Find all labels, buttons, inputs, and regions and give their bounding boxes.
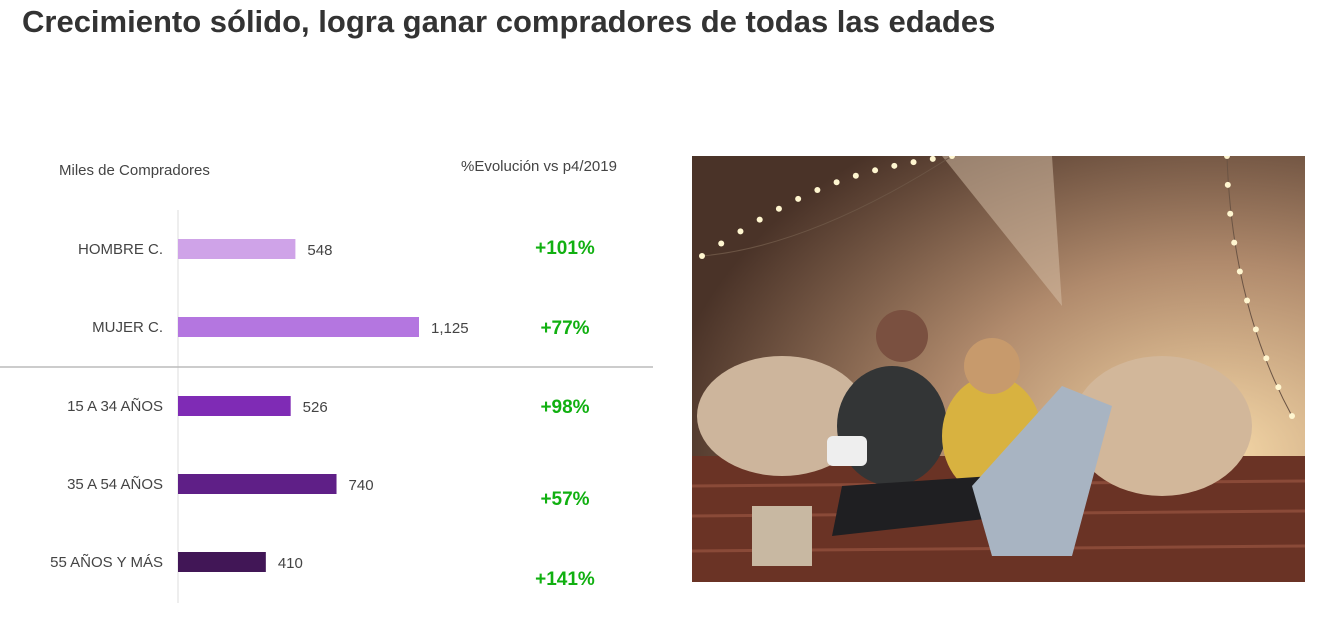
evolution-label: +57% [540, 489, 589, 510]
bar-chart: HOMBRE C. 548 +101% MUJER C. 1,125 +77% 15 A 3… [0, 210, 653, 603]
bar [178, 396, 291, 416]
evolution-label: +101% [535, 238, 595, 259]
value-label: 526 [303, 399, 328, 416]
bar [178, 552, 266, 572]
photo-two-women-on-bed [692, 156, 1305, 582]
bar [178, 239, 296, 259]
evolution-label: +141% [535, 569, 595, 590]
bar [178, 474, 337, 494]
value-label: 740 [349, 477, 374, 494]
category-label: 55 AÑOS Y MÁS [50, 554, 163, 571]
category-label: 15 A 34 AÑOS [67, 398, 163, 415]
category-label: 35 A 54 AÑOS [67, 476, 163, 493]
y-axis-label: Miles de Compradores [59, 162, 210, 179]
evolution-header: %Evolución vs p4/2019 [461, 158, 617, 175]
category-label: HOMBRE C. [78, 241, 163, 258]
category-label: MUJER C. [92, 319, 163, 336]
value-label: 1,125 [431, 320, 469, 337]
value-label: 548 [307, 242, 332, 259]
evolution-label: +77% [540, 318, 589, 339]
bar [178, 317, 419, 337]
page-title: Crecimiento sólido, logra ganar comprado… [22, 4, 996, 39]
value-label: 410 [278, 555, 303, 572]
evolution-label: +98% [540, 397, 589, 418]
